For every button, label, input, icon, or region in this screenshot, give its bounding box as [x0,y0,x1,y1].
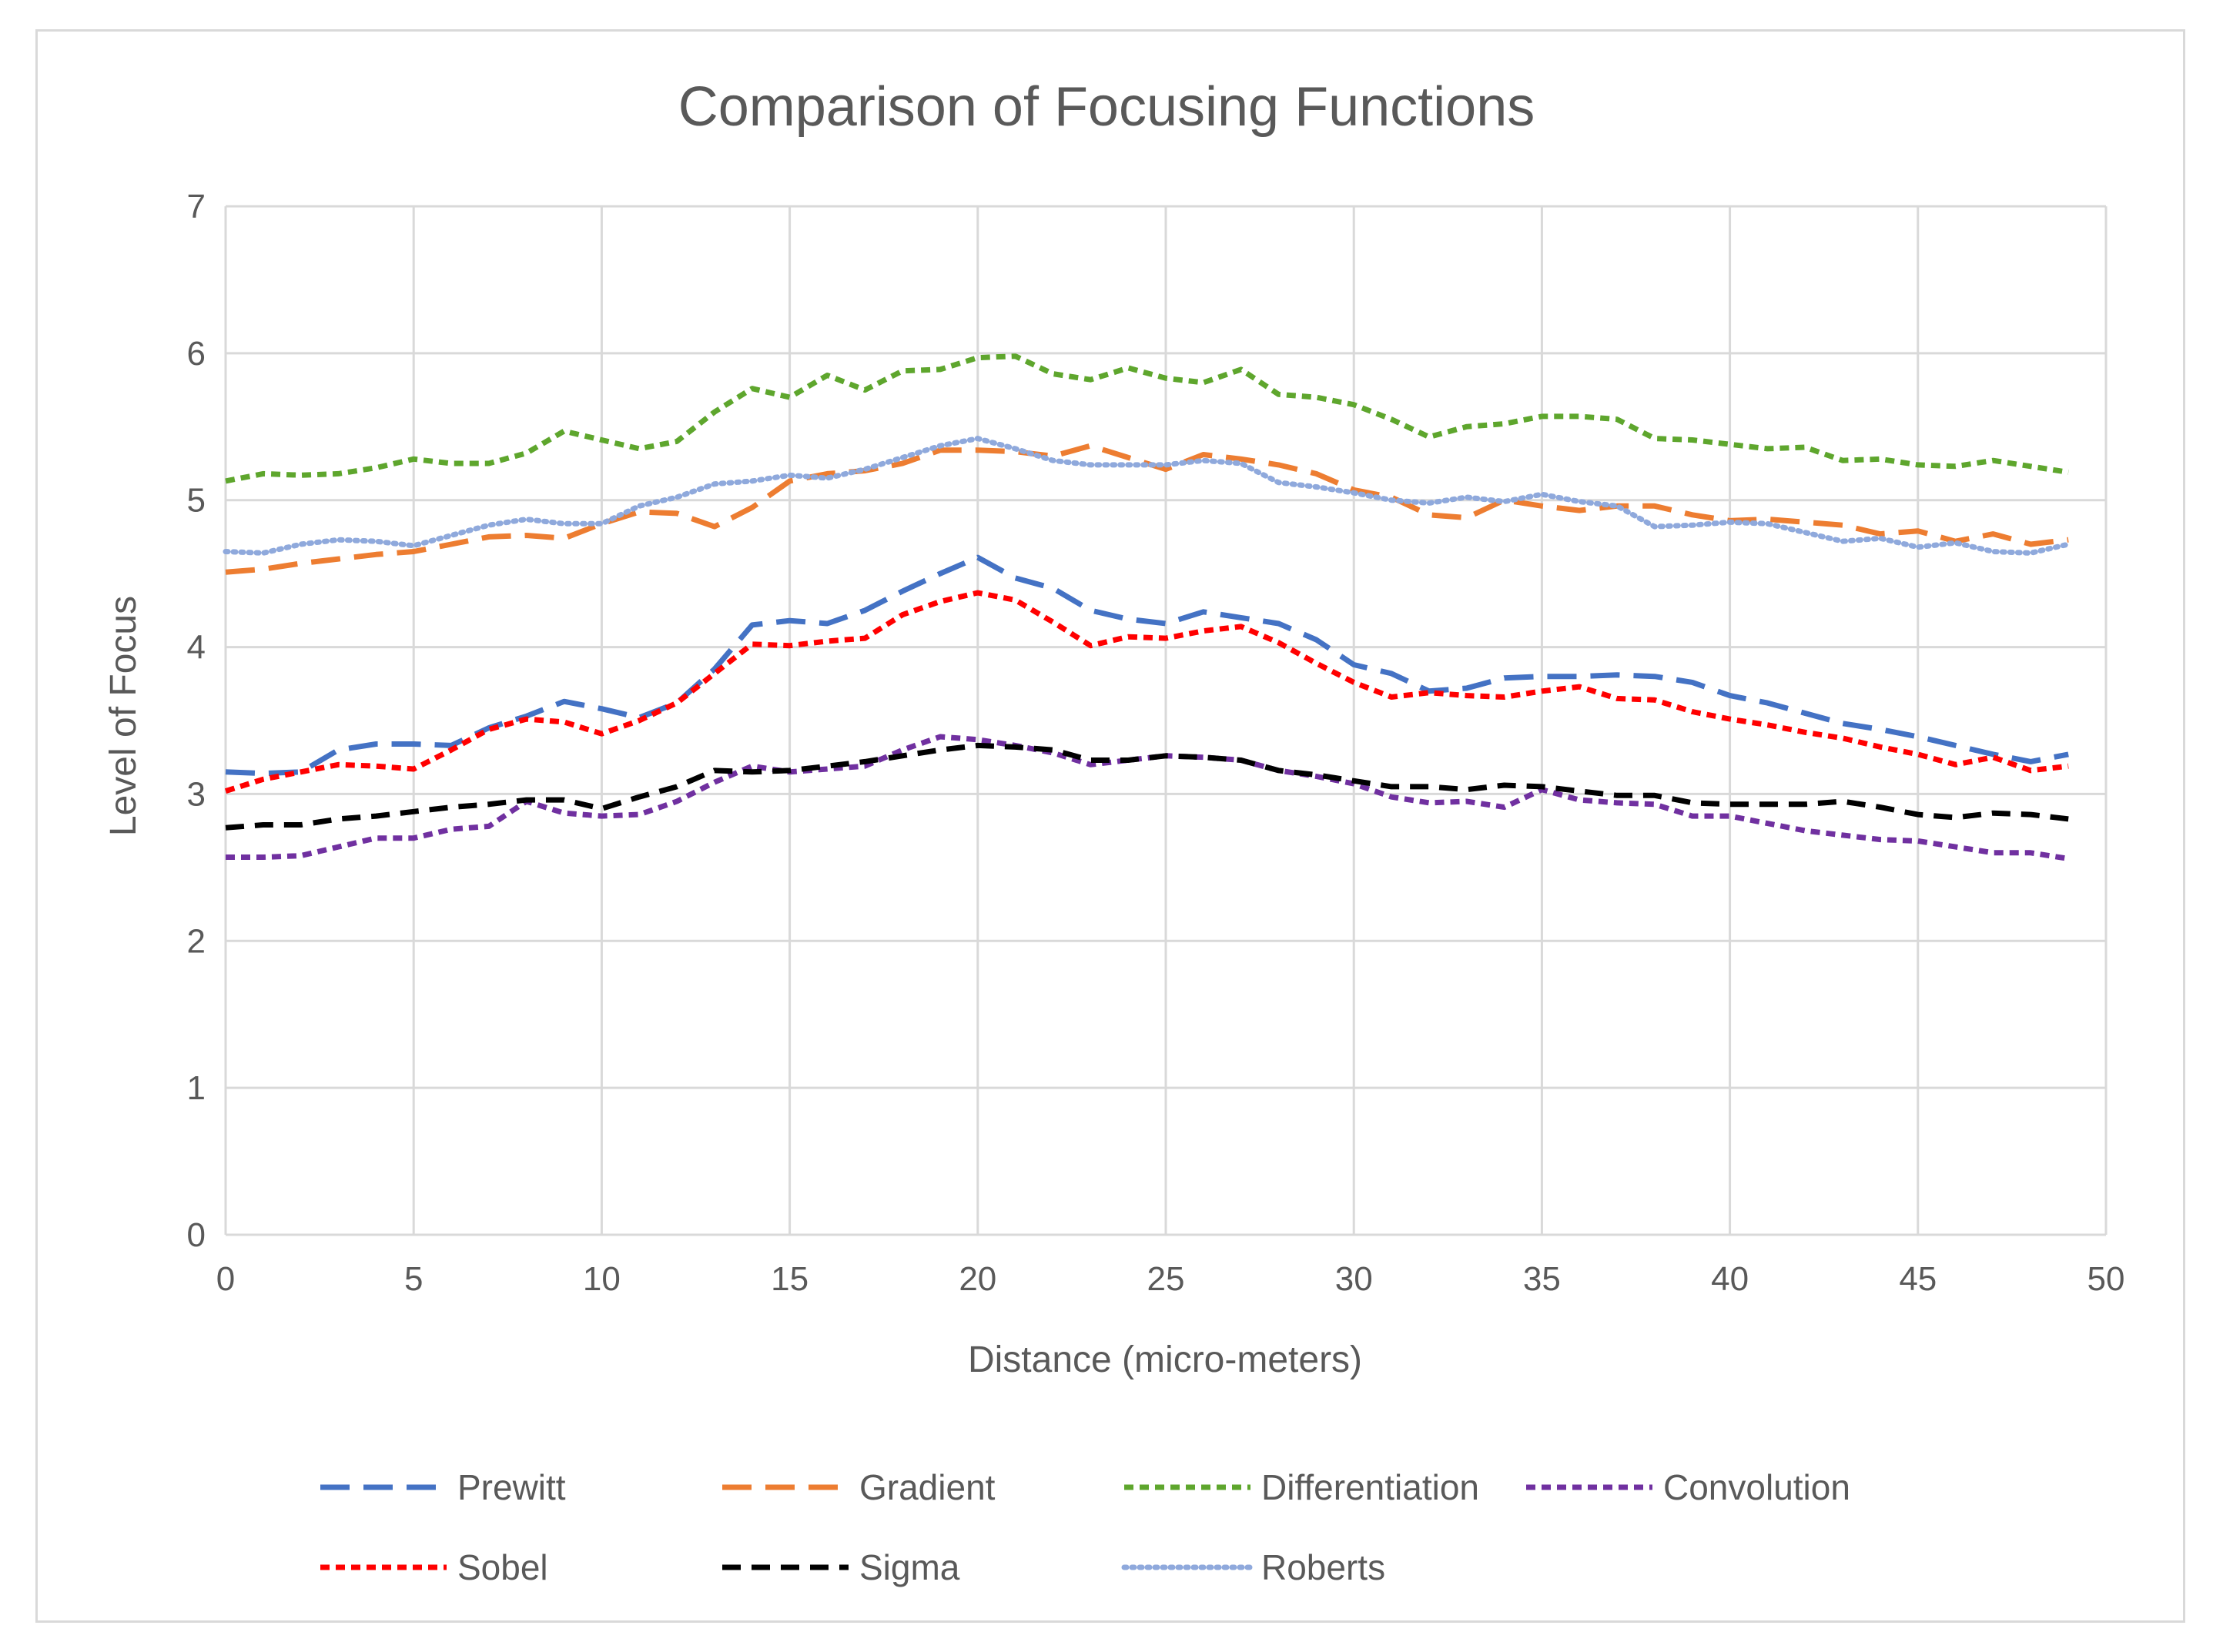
series-line-prewitt [225,554,2069,777]
x-tick-label: 40 [1711,1260,1749,1298]
y-tick-label: 5 [187,482,206,520]
x-tick-label: 35 [1523,1260,1561,1298]
x-axis-title: Distance (micro-meters) [968,1339,1362,1380]
legend-item-sigma: Sigma [722,1547,960,1587]
x-tick-label: 0 [216,1260,235,1298]
legend-label: Roberts [1261,1547,1385,1587]
y-tick-label: 0 [187,1216,206,1254]
x-tick-label: 15 [771,1260,809,1298]
y-tick-label: 2 [187,922,206,960]
legend-label: Prewitt [457,1467,566,1507]
chart-frame [35,29,2185,1623]
chart-title: Comparison of Focusing Functions [678,76,1535,138]
legend: Prewitt Gradient Differentiation Convolutio… [320,1467,1850,1587]
legend-label: Gradient [859,1467,996,1507]
series-line-differentiation [225,353,2069,484]
y-tick-label: 3 [187,775,206,813]
x-tick-label: 50 [2087,1260,2125,1298]
y-tick-label: 4 [187,629,206,667]
legend-label: Sigma [859,1547,960,1587]
legend-label: Sobel [457,1547,548,1587]
legend-item-convolution: Convolution [1526,1467,1850,1507]
y-tick-label: 7 [187,188,206,226]
series-lines [223,353,2071,861]
legend-item-gradient: Gradient [722,1467,996,1507]
series-line-sobel [224,590,2069,794]
legend-label: Differentiation [1261,1467,1479,1507]
x-tick-label: 30 [1335,1260,1373,1298]
y-axis-title: Level of Focus [103,596,144,836]
x-tick-label: 5 [404,1260,423,1298]
x-tick-label: 25 [1147,1260,1185,1298]
y-tick-label: 6 [187,335,206,373]
y-axis-ticks: 0 1 2 3 4 5 6 7 [187,188,206,1254]
series-line-convolution [226,734,2069,861]
legend-item-sobel: Sobel [320,1547,548,1587]
series-line-roberts [223,436,2071,556]
x-axis-ticks: 0 5 10 15 20 25 30 35 40 45 50 [216,1260,2125,1298]
legend-item-differentiation: Differentiation [1124,1467,1479,1507]
x-tick-label: 45 [1899,1260,1937,1298]
legend-item-roberts: Roberts [1121,1547,1385,1587]
x-tick-label: 20 [959,1260,996,1298]
series-line-sigma [225,742,2069,831]
y-tick-label: 1 [187,1069,206,1107]
legend-item-prewitt: Prewitt [320,1467,566,1507]
legend-label: Convolution [1663,1467,1850,1507]
x-tick-label: 10 [583,1260,621,1298]
